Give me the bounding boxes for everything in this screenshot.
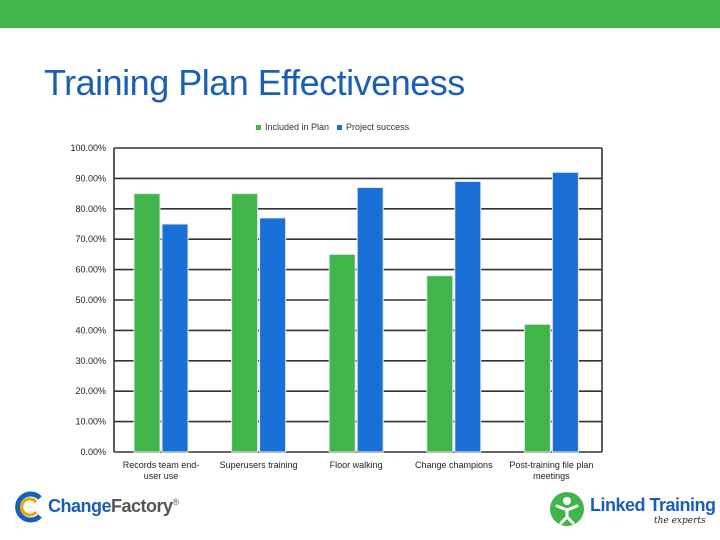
legend-label-included: Included in Plan: [265, 122, 330, 132]
bar-success: [161, 223, 189, 453]
logo-factory-text: Factory: [111, 496, 173, 516]
y-tick-label: 90.00%: [75, 173, 106, 183]
y-tick-label: 60.00%: [75, 265, 106, 275]
top-accent-bar: [0, 0, 720, 28]
bar-included: [133, 193, 161, 453]
page-title: Training Plan Effectiveness: [44, 62, 465, 103]
x-tick-label: Superusers training: [219, 460, 298, 470]
logo-change-text: Change: [48, 496, 112, 516]
chart-legend: Included in Plan Project success: [256, 121, 409, 133]
legend-swatch-included: [256, 124, 261, 130]
bar-success: [259, 217, 287, 453]
y-tick-label: 80.00%: [75, 204, 106, 214]
y-tick-label: 10.00%: [75, 417, 106, 427]
x-tick-label: Records team end-user use: [122, 460, 200, 481]
legend-swatch-success: [337, 124, 343, 130]
bar-success: [356, 187, 384, 453]
y-tick-label: 50.00%: [75, 295, 106, 305]
x-tick-label: Change champions: [415, 460, 493, 470]
bar-included: [523, 323, 551, 453]
x-tick-label: Post-training file plan meetings: [509, 460, 594, 481]
y-tick-label: 40.00%: [75, 325, 106, 335]
y-tick-label: 100.00%: [70, 143, 106, 153]
bar-included: [328, 253, 356, 453]
change-factory-mark-icon: [15, 491, 42, 523]
linked-training-logo: Linked Training the experts: [548, 488, 718, 530]
y-tick-label: 20.00%: [75, 386, 106, 396]
x-tick-label: Floor walking: [329, 460, 383, 470]
y-tick-label: 0.00%: [80, 447, 106, 457]
logo-linked-training-text: Linked Training: [590, 495, 716, 515]
logo-tagline: the experts: [654, 516, 706, 526]
bar-success: [551, 171, 579, 453]
logo-registered-mark: ®: [172, 497, 180, 507]
y-tick-label: 70.00%: [75, 234, 106, 244]
bar-included: [426, 275, 454, 453]
y-tick-label: 30.00%: [75, 356, 106, 366]
legend-item-included: Included in Plan: [256, 121, 329, 133]
legend-label-success: Project success: [346, 122, 410, 132]
legend-item-success: Project success: [337, 121, 409, 133]
bar-success: [454, 180, 482, 453]
linked-training-mark-icon: [550, 492, 584, 526]
bar-included: [231, 193, 259, 453]
change-factory-logo: ChangeFactory®: [14, 490, 179, 526]
